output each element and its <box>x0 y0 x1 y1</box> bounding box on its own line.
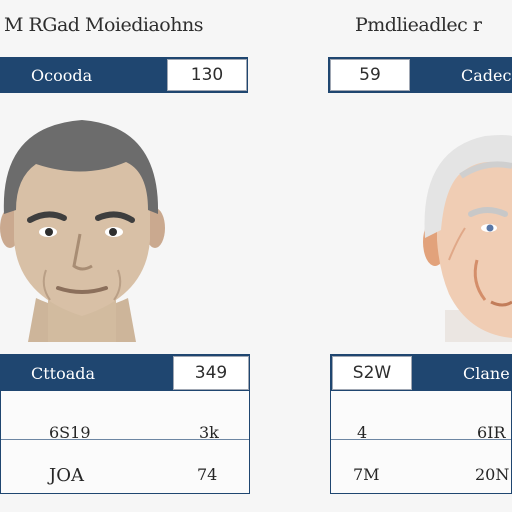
left-stats-header-label: Cttoada <box>31 364 96 383</box>
right-stats-header-value: S2W <box>332 356 412 390</box>
left-stats-header-value: 349 <box>173 356 249 390</box>
right-heading: Pmdlieadlec r <box>355 14 482 36</box>
right-stats-row-1-value: 6IR <box>477 423 506 442</box>
left-stats-divider <box>1 439 249 440</box>
right-stats-divider <box>331 439 511 440</box>
right-stats-row-2-value: 20N <box>475 465 510 484</box>
right-name-value: 59 <box>330 59 410 91</box>
right-stats-header-label: Clane <box>463 364 510 383</box>
left-name-label: Ocooda <box>31 66 93 85</box>
right-stats-panel: S2W Clane 4 6IR 7M 20N <box>330 354 512 494</box>
right-name-bar: 59 Cadecc <box>328 57 512 93</box>
left-stats-panel: Cttoada 349 6S19 3k JOA 74 <box>0 354 250 494</box>
left-stats-header: Cttoada 349 <box>1 355 249 391</box>
right-stats-header: S2W Clane <box>331 355 511 391</box>
left-stats-row-2-value: 74 <box>197 465 218 484</box>
right-stats-row-1-label: 4 <box>357 423 368 442</box>
left-heading: M RGad Moiediaohns <box>4 14 203 36</box>
left-portrait <box>0 120 165 342</box>
left-stats-row-2-label: JOA <box>49 465 84 486</box>
left-name-bar: Ocooda 130 <box>0 57 248 93</box>
right-stats-row-2-label: 7M <box>353 465 380 484</box>
left-stats-row-1-value: 3k <box>199 423 219 442</box>
left-stats-row-1-label: 6S19 <box>49 423 91 442</box>
right-name-label: Cadecc <box>461 66 512 85</box>
left-name-value: 130 <box>167 59 247 91</box>
right-portrait <box>423 135 512 342</box>
